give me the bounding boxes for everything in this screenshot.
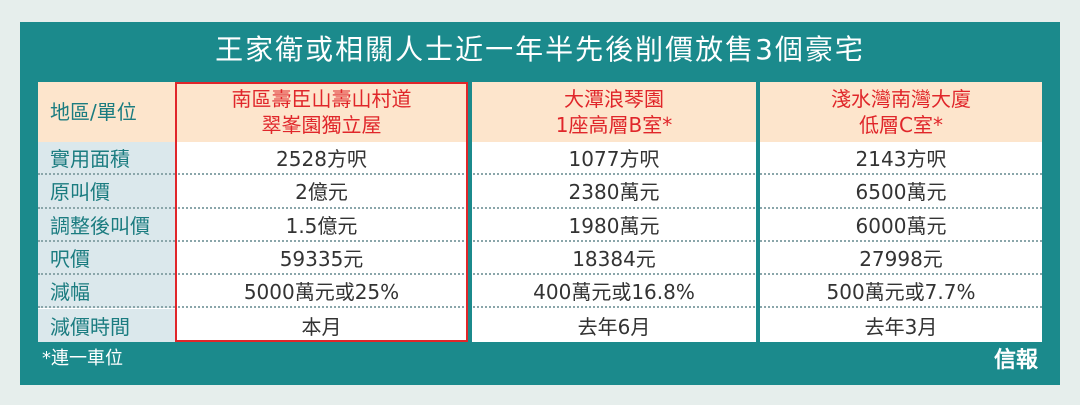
cell-text: 呎價 xyxy=(50,247,90,272)
header-cell: 淺水灣南灣大廈 低層C室* xyxy=(760,82,1042,142)
cell-text: 5000萬元或25% xyxy=(243,280,400,305)
row-label: 原叫價 xyxy=(38,175,175,209)
cell: 6000萬元 xyxy=(760,209,1042,242)
cell-text: 1980萬元 xyxy=(568,213,660,238)
highlight-box xyxy=(175,82,468,342)
cell: 本月 xyxy=(175,309,468,342)
cell-text: 地區/單位 xyxy=(50,100,137,124)
cell-text: 2億元 xyxy=(295,180,348,205)
cell-text: 淺水灣南灣大廈 xyxy=(831,87,971,111)
column-separator xyxy=(468,82,472,342)
column-separator xyxy=(756,82,760,342)
header-cell: 地區/單位 xyxy=(38,82,175,142)
cell: 18384元 xyxy=(470,242,758,276)
header-cell: 大潭浪琴園 1座高層B室* xyxy=(470,82,758,142)
cell-text: 調整後叫價 xyxy=(50,213,150,238)
cell-text: 500萬元或7.7% xyxy=(826,280,976,305)
cell: 2380萬元 xyxy=(470,175,758,209)
cell-text: 實用面積 xyxy=(50,147,130,172)
cell: 去年6月 xyxy=(470,309,758,342)
cell-text: 2143方呎 xyxy=(855,147,947,172)
cell-text: 1座高層B室* xyxy=(555,113,673,137)
title: 王家衛或相關人士近一年半先後削價放售3個豪宅 xyxy=(215,33,865,66)
cell-text: 6500萬元 xyxy=(855,180,947,205)
cell-text: 南區壽臣山壽山村道 xyxy=(231,87,412,111)
cell-text: 1077方呎 xyxy=(568,147,660,172)
cell-text: 原叫價 xyxy=(50,180,110,205)
frame: 王家衛或相關人士近一年半先後削價放售3個豪宅 地區/單位 南區壽臣山壽山村道 翠峯園… xyxy=(20,22,1060,385)
cell: 5000萬元或25% xyxy=(175,275,468,309)
header-cell: 南區壽臣山壽山村道 翠峯園獨立屋 xyxy=(175,82,468,142)
row-label: 實用面積 xyxy=(38,142,175,176)
cell-text: 本月 xyxy=(301,314,342,339)
row-label: 減價時間 xyxy=(38,308,175,342)
cell: 去年3月 xyxy=(760,309,1042,342)
table: 地區/單位 南區壽臣山壽山村道 翠峯園獨立屋 大潭浪琴園 1座高層B室* 淺水灣南灣大廈低… xyxy=(38,82,1042,342)
footnote: *連一車位 xyxy=(42,348,123,369)
cell-text: 低層C室* xyxy=(859,113,943,137)
cell: 2528方呎 xyxy=(175,142,468,176)
cell-text: 1.5億元 xyxy=(285,213,358,238)
cell-text: 400萬元或16.8% xyxy=(533,280,695,305)
cell: 59335元 xyxy=(175,242,468,276)
logo: 信報 xyxy=(993,347,1038,373)
cell: 500萬元或7.7% xyxy=(760,275,1042,309)
cell: 6500萬元 xyxy=(760,175,1042,209)
cell: 2億元 xyxy=(175,175,468,209)
cell-text: 去年3月 xyxy=(864,314,938,339)
cell-text: 去年6月 xyxy=(577,314,651,339)
cell-text: 59335元 xyxy=(279,247,364,272)
cell-text: 減幅 xyxy=(50,280,90,305)
cell-text: 翠峯園獨立屋 xyxy=(261,113,382,137)
cell-text: 減價時間 xyxy=(50,314,130,339)
cell: 27998元 xyxy=(760,242,1042,276)
cell-text: 2528方呎 xyxy=(276,147,367,172)
cell-text: 大潭浪琴園 xyxy=(564,87,664,111)
row-label: 調整後叫價 xyxy=(38,208,175,242)
cell: 2143方呎 xyxy=(760,142,1042,176)
cell-text: 2380萬元 xyxy=(568,180,660,205)
cell-text: 27998元 xyxy=(859,247,943,272)
row-label: 呎價 xyxy=(38,241,175,276)
cell-text: 18384元 xyxy=(572,247,656,272)
cell: 1077方呎 xyxy=(470,142,758,176)
cell: 1.5億元 xyxy=(175,209,468,242)
cell-text: 6000萬元 xyxy=(855,213,947,238)
cell: 400萬元或16.8% xyxy=(470,275,758,309)
cell: 1980萬元 xyxy=(470,209,758,242)
row-label: 減幅 xyxy=(38,275,175,309)
